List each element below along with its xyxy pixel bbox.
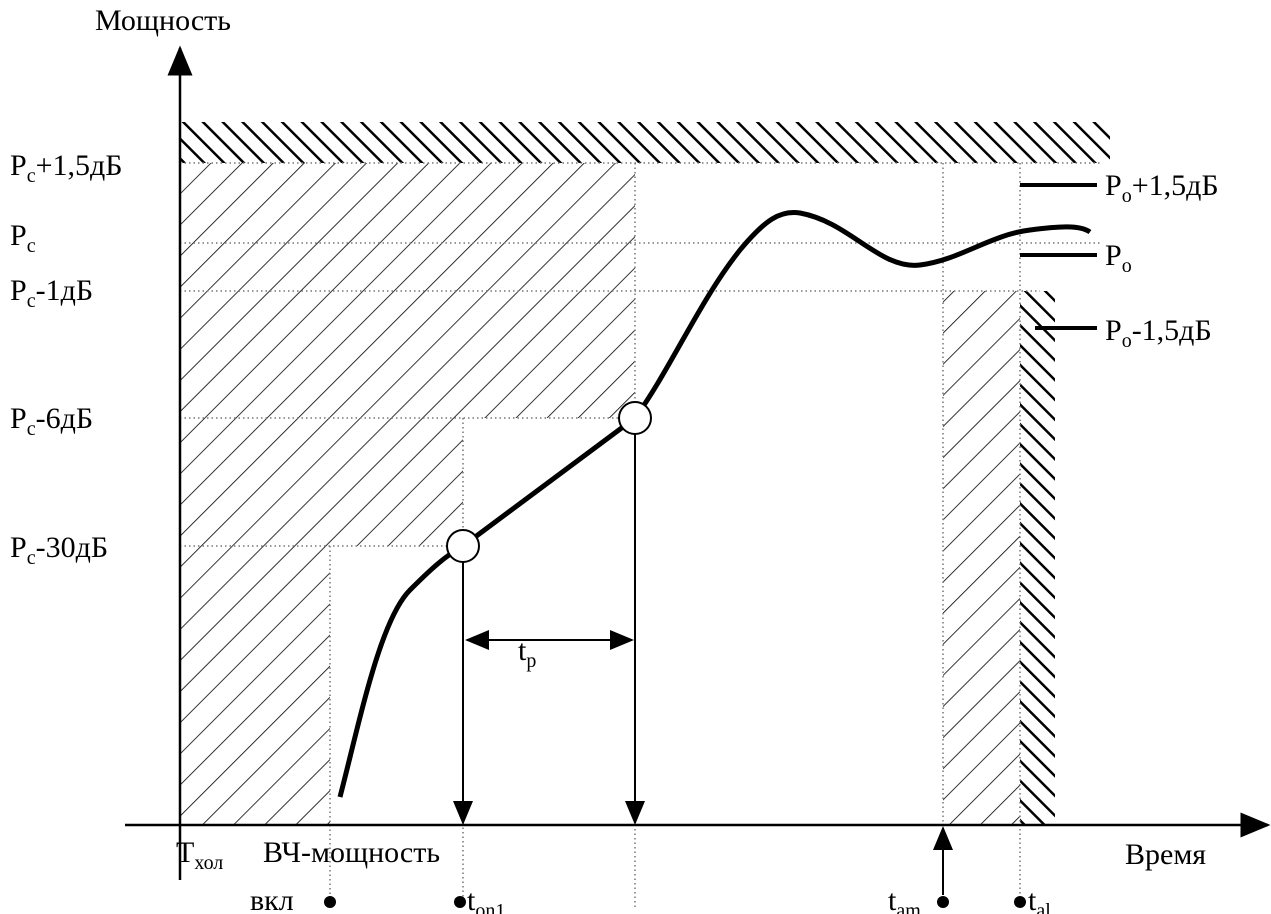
subscript: c [27, 290, 36, 312]
lower-mask-hatch [180, 163, 635, 825]
suffix: -1,5дБ [1132, 314, 1212, 347]
cold-label: Tхол [176, 836, 223, 874]
suffix: -6дБ [36, 402, 93, 435]
symbol: P [10, 149, 27, 182]
subscript: p [526, 650, 536, 672]
on-label: вкл [250, 884, 294, 914]
subscript: on1 [475, 900, 505, 914]
symbol: t [888, 884, 897, 914]
symbol: t [518, 634, 527, 667]
rf-power-label: ВЧ-мощность [263, 836, 440, 869]
subscript: c [27, 165, 36, 187]
subscript: o [1122, 185, 1132, 207]
alarm-zone-hatch [943, 291, 1020, 825]
output-level-label: Po [1105, 239, 1132, 277]
level-label: Pc [10, 219, 36, 257]
x-axis-label: Время [1125, 838, 1206, 871]
symbol: t [467, 884, 476, 914]
subscript: c [27, 235, 36, 257]
subscript: c [27, 547, 36, 569]
symbol: P [1105, 314, 1122, 347]
level-label: Pc-30дБ [10, 531, 108, 569]
level-label: Pc-6дБ [10, 402, 93, 440]
suffix: +1,5дБ [36, 149, 123, 182]
symbol: P [1105, 239, 1122, 272]
t-on1-label: ton1 [467, 884, 505, 914]
subscript: o [1122, 330, 1132, 352]
suffix: -1дБ [36, 274, 93, 307]
symbol: P [10, 531, 27, 564]
symbol: T [176, 836, 194, 869]
symbol: P [10, 402, 27, 435]
subscript: al [1036, 900, 1051, 914]
subscript: o [1122, 255, 1132, 277]
t-am-label: tam [888, 884, 921, 914]
t-al-label: tal [1028, 884, 1051, 914]
power-curve [337, 209, 1092, 798]
symbol: P [10, 274, 27, 307]
output-level-label: Po-1,5дБ [1105, 314, 1212, 352]
alarm-limit-hatch [1020, 291, 1055, 825]
suffix: -30дБ [36, 531, 108, 564]
subscript: c [27, 418, 36, 440]
time-dots [324, 896, 1026, 908]
point-6db [618, 401, 652, 435]
symbol: P [10, 219, 27, 252]
y-axis-label: Мощность [95, 4, 231, 37]
t-p-label: tp [518, 634, 536, 672]
subscript: хол [194, 852, 223, 874]
output-level-label: Po+1,5дБ [1105, 169, 1219, 207]
level-label: Pc+1,5дБ [10, 149, 123, 187]
symbol: t [1028, 884, 1037, 914]
level-label: Pc-1дБ [10, 274, 93, 312]
subscript: am [896, 900, 921, 914]
point-30db [446, 529, 480, 563]
suffix: +1,5дБ [1132, 169, 1219, 202]
upper-limit-hatch [180, 122, 1110, 163]
symbol: P [1105, 169, 1122, 202]
